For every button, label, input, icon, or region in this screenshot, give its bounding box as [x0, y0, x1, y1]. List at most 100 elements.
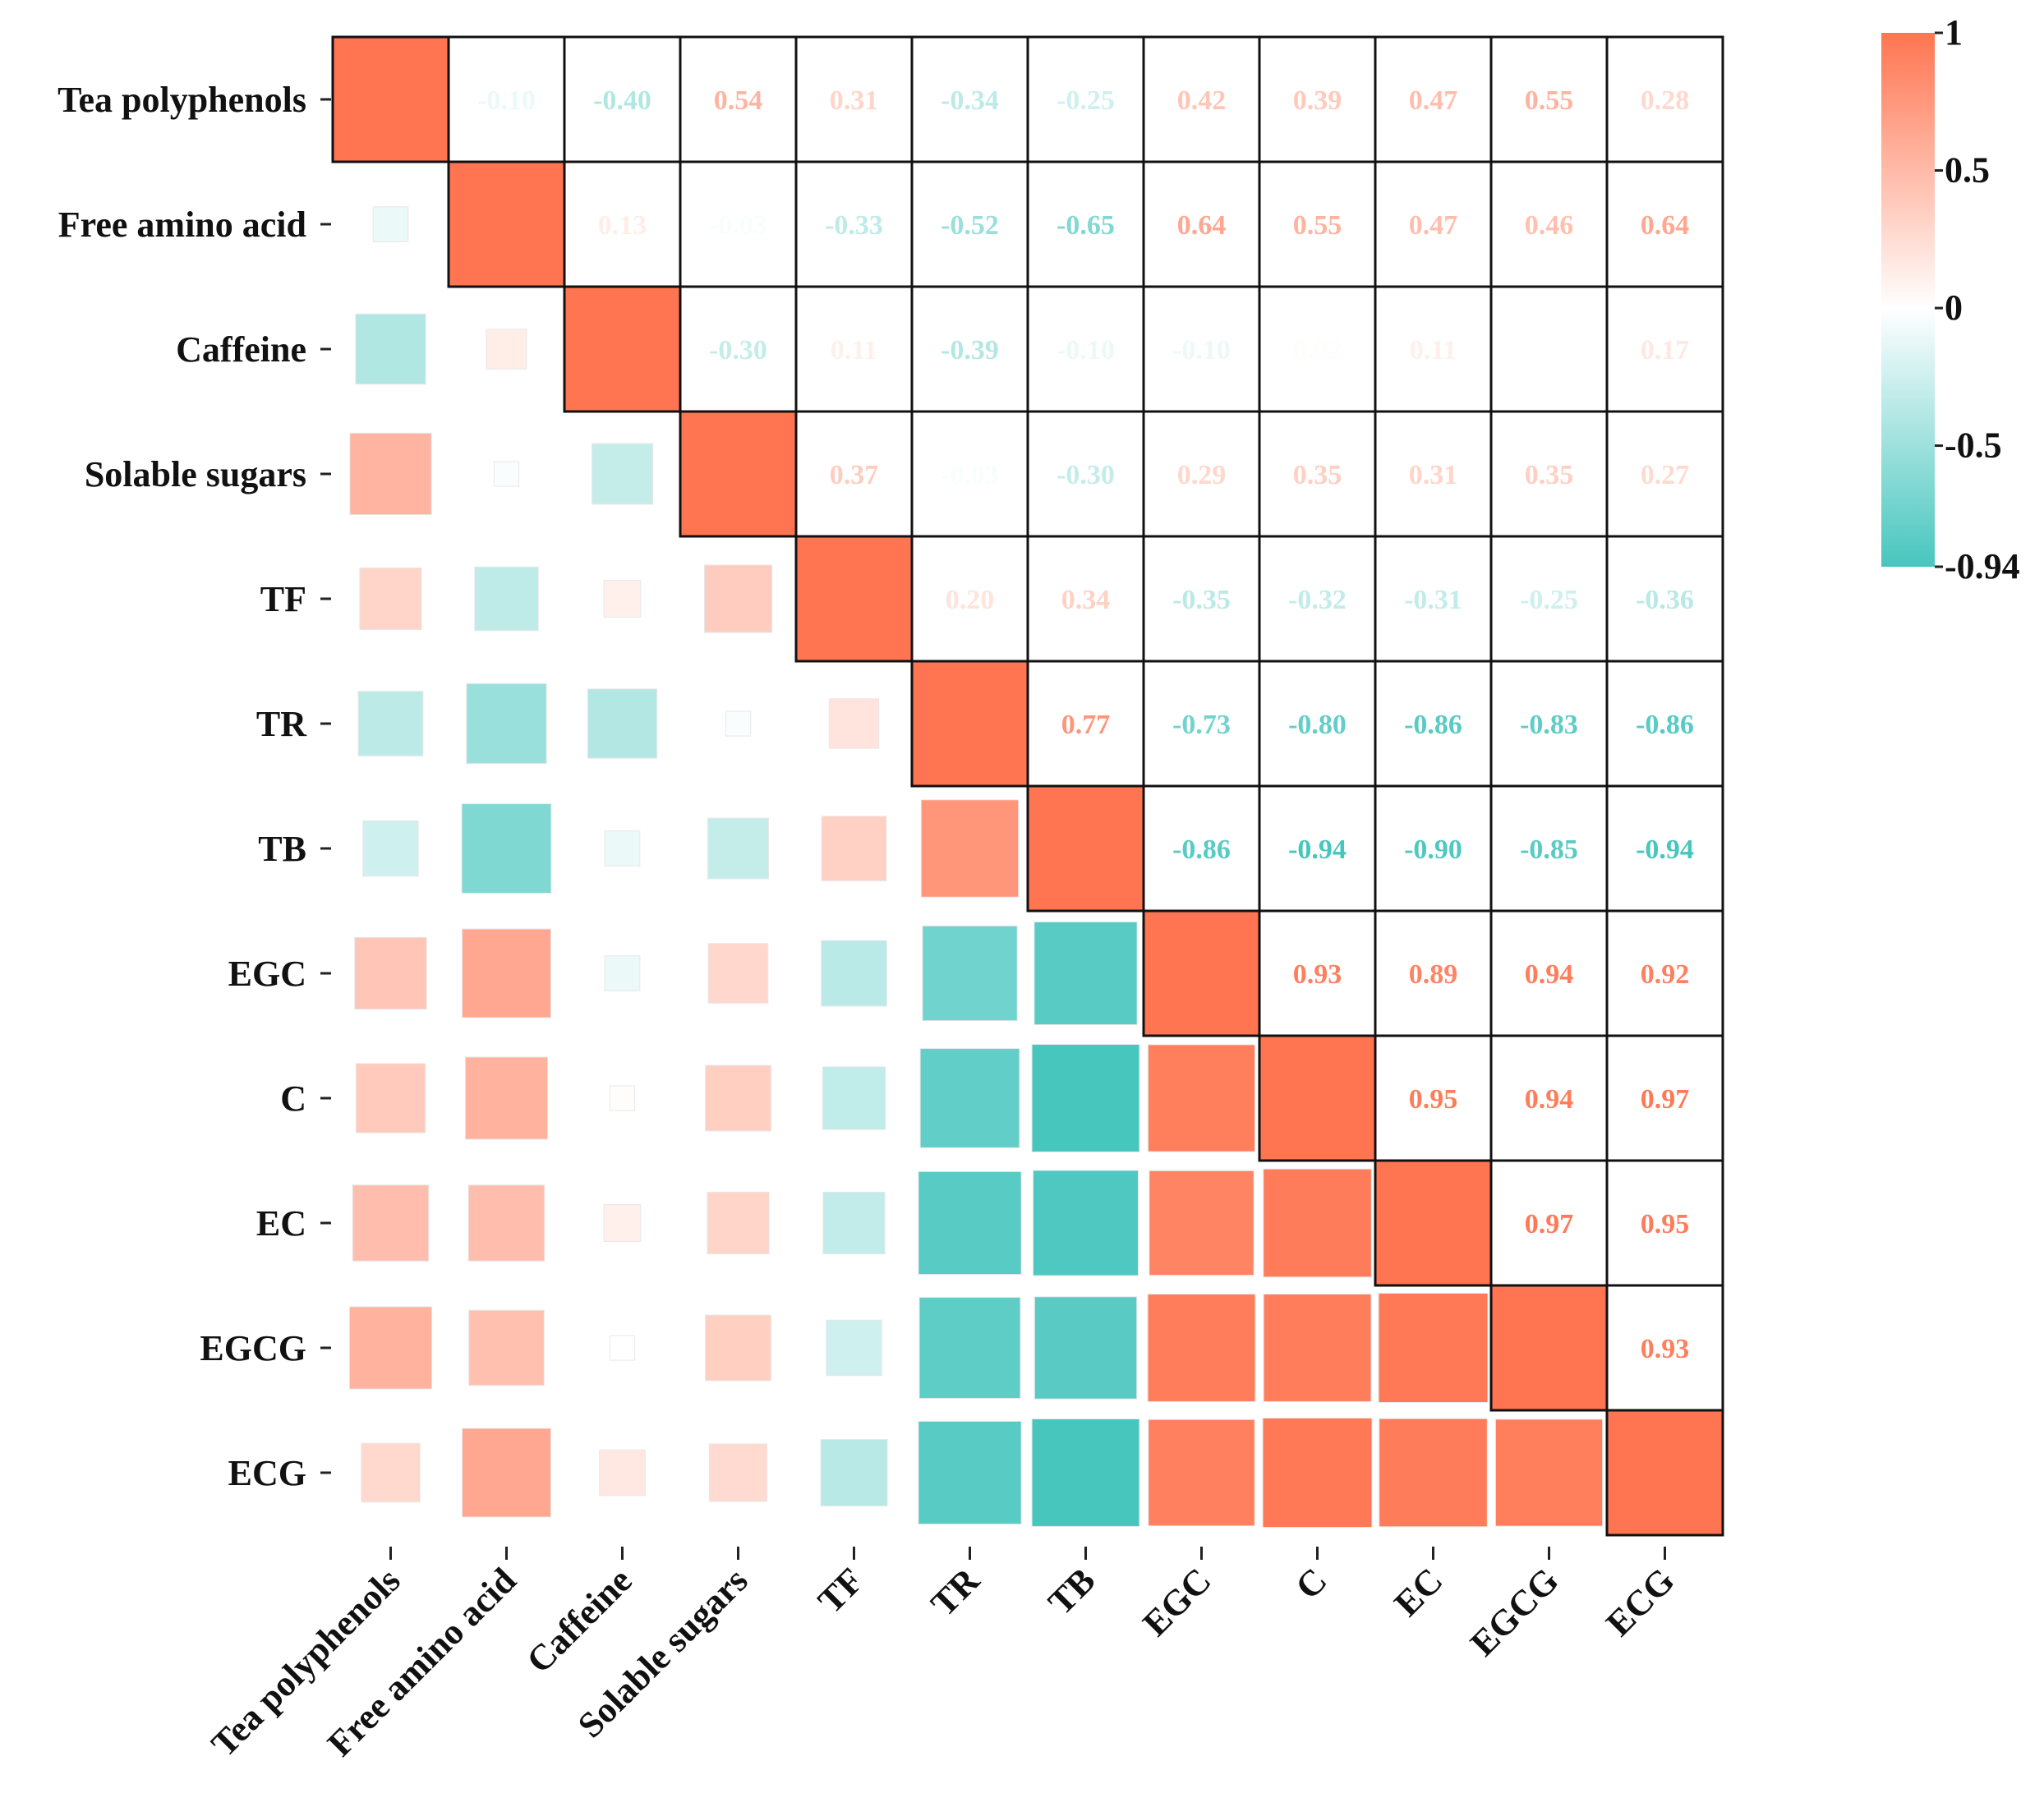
lower-square-tr-vs-tea-polyphenols [357, 691, 424, 756]
upper-cell-tb-vs-egcg [1489, 784, 1609, 913]
lower-square-tf-vs-caffeine [603, 580, 642, 618]
lower-square-ecg-vs-tea-polyphenols [361, 1442, 421, 1503]
lower-square-ecg-vs-tb [1031, 1418, 1140, 1527]
cell-value-free-amino-acid-vs-solable-sugars: -0.03 [709, 210, 767, 241]
col-label-c: C [1287, 1560, 1334, 1607]
upper-cell-c-vs-ec [1374, 1034, 1493, 1162]
cell-value-tb-vs-c: -0.94 [1288, 835, 1347, 865]
lower-square-tf-vs-solable-sugars [703, 564, 773, 633]
lower-square-ec-vs-caffeine [603, 1204, 642, 1242]
cell-value-solable-sugars-vs-c: 0.35 [1293, 460, 1342, 490]
diag-cell-tb [1026, 784, 1145, 913]
lower-square-c-vs-tea-polyphenols [355, 1063, 426, 1133]
col-label-ec: EC [1387, 1560, 1451, 1624]
diag-cell-tr [910, 660, 1029, 788]
cell-value-solable-sugars-vs-ec: 0.31 [1409, 460, 1458, 490]
lower-square-tr-vs-tf [828, 698, 880, 749]
cell-value-caffeine-vs-ecg: 0.17 [1641, 335, 1690, 366]
cell-value-free-amino-acid-vs-tf: -0.33 [825, 210, 883, 241]
colorbar-ticks: 1 0.5 0 -0.5 -0.94 [1935, 12, 2020, 586]
lower-square-egcg-vs-ec [1378, 1293, 1489, 1403]
lower-square-c-vs-tf [822, 1066, 886, 1130]
cell-value-solable-sugars-vs-tb: -0.30 [1057, 460, 1115, 490]
row-label-solable-sugars: Solable sugars [85, 454, 306, 494]
lower-square-egc-vs-tr [922, 925, 1018, 1022]
lower-square-ec-vs-tr [918, 1170, 1022, 1276]
upper-cell-tr-vs-c [1258, 660, 1377, 788]
row-label-egcg: EGCG [200, 1328, 306, 1368]
upper-cell-caffeine-vs-ecg [1605, 285, 1724, 413]
cell-value-solable-sugars-vs-egc: 0.29 [1177, 460, 1227, 490]
lower-square-egcg-vs-tr [918, 1297, 1021, 1399]
upper-cell-tea-polyphenols-vs-free-amino-acid [447, 35, 566, 163]
upper-cell-tr-vs-ec [1374, 660, 1493, 788]
lower-square-egc-vs-tf [821, 940, 887, 1007]
col-label-egc: EGC [1135, 1560, 1218, 1644]
cell-value-tb-vs-egcg: -0.85 [1520, 835, 1578, 865]
upper-cell-tf-vs-c [1258, 535, 1377, 663]
upper-cell-free-amino-acid-vs-caffeine [563, 160, 682, 288]
upper-cell-solable-sugars-vs-ecg [1605, 410, 1724, 538]
cell-value-free-amino-acid-vs-egc: 0.64 [1177, 210, 1227, 241]
lower-square-egc-vs-free-amino-acid [462, 928, 551, 1018]
diag-cell-ecg [1605, 1409, 1724, 1537]
upper-cell-c-vs-egcg [1489, 1034, 1609, 1162]
cell-value-tr-vs-egcg: -0.83 [1520, 710, 1578, 740]
cell-value-c-vs-ecg: 0.97 [1641, 1084, 1690, 1115]
lower-square-tr-vs-caffeine [587, 688, 658, 759]
colorbar-tick-label: 0.5 [1945, 150, 1990, 191]
cell-value-caffeine-vs-solable-sugars: -0.30 [709, 335, 767, 366]
upper-cell-tb-vs-egc [1142, 784, 1261, 913]
cell-value-caffeine-vs-egc: -0.10 [1172, 335, 1231, 366]
row-label-c: C [280, 1078, 306, 1119]
cell-value-tr-vs-tb: 0.77 [1061, 710, 1111, 740]
lower-square-ec-vs-free-amino-acid [467, 1184, 546, 1262]
colorbar: 1 0.5 0 -0.5 -0.94 [1881, 12, 2020, 586]
upper-cell-solable-sugars-vs-tf [794, 410, 914, 538]
upper-cell-egc-vs-ecg [1605, 909, 1724, 1037]
cell-value-free-amino-acid-vs-ec: 0.47 [1409, 210, 1458, 241]
cell-value-tr-vs-egc: -0.73 [1172, 710, 1231, 740]
upper-cell-caffeine-vs-solable-sugars [679, 285, 798, 413]
lower-square-c-vs-solable-sugars [705, 1064, 771, 1132]
cell-value-caffeine-vs-egcg: 0.00 [1525, 335, 1574, 366]
lower-square-egcg-vs-tea-polyphenols [348, 1306, 433, 1390]
lower-square-egcg-vs-tb [1034, 1296, 1138, 1400]
lower-square-tb-vs-tea-polyphenols [362, 820, 419, 877]
upper-cell-tb-vs-ec [1374, 784, 1493, 913]
lower-square-ecg-vs-tf [820, 1439, 888, 1506]
upper-cell-tb-vs-ecg [1605, 784, 1724, 913]
cell-value-caffeine-vs-tr: -0.39 [941, 335, 999, 366]
cell-value-caffeine-vs-tb: -0.10 [1057, 335, 1115, 366]
lower-square-ec-vs-c [1263, 1168, 1372, 1278]
cell-value-free-amino-acid-vs-egcg: 0.46 [1525, 210, 1574, 241]
upper-cell-c-vs-ecg [1605, 1034, 1724, 1162]
lower-square-tf-vs-tea-polyphenols [359, 567, 422, 631]
cell-value-solable-sugars-vs-tr: -0.03 [941, 460, 999, 490]
upper-cell-ec-vs-egcg [1489, 1159, 1609, 1287]
cell-value-tea-polyphenols-vs-tb: -0.25 [1057, 85, 1115, 116]
cell-value-caffeine-vs-tf: 0.11 [831, 335, 878, 366]
diag-cell-egcg [1489, 1284, 1609, 1412]
upper-cell-tea-polyphenols-vs-ecg [1605, 35, 1724, 163]
upper-cell-caffeine-vs-tr [910, 285, 1029, 413]
upper-cell-free-amino-acid-vs-egcg [1489, 160, 1609, 288]
lower-square-tf-vs-free-amino-acid [474, 566, 539, 632]
cell-value-tb-vs-egc: -0.86 [1172, 835, 1231, 865]
cell-value-tf-vs-tb: 0.34 [1061, 585, 1111, 615]
lower-square-c-vs-free-amino-acid [464, 1056, 549, 1140]
upper-cell-solable-sugars-vs-tb [1026, 410, 1145, 538]
cell-value-free-amino-acid-vs-tr: -0.52 [941, 210, 999, 241]
lower-square-caffeine-vs-free-amino-acid [486, 329, 527, 370]
lower-square-egc-vs-tea-polyphenols [354, 936, 427, 1010]
upper-cell-egc-vs-ec [1374, 909, 1493, 1037]
upper-cell-free-amino-acid-vs-solable-sugars [679, 160, 798, 288]
cell-value-egc-vs-ecg: 0.92 [1641, 959, 1690, 990]
diag-cell-egc [1142, 909, 1261, 1037]
cell-value-tf-vs-ecg: -0.36 [1636, 585, 1694, 615]
row-label-tf: TF [260, 579, 306, 619]
cell-value-tea-polyphenols-vs-ecg: 0.28 [1641, 85, 1690, 116]
colorbar-tick-label: -0.5 [1945, 425, 2002, 466]
cell-value-tea-polyphenols-vs-tr: -0.34 [941, 85, 999, 116]
lower-square-tb-vs-solable-sugars [707, 817, 769, 880]
